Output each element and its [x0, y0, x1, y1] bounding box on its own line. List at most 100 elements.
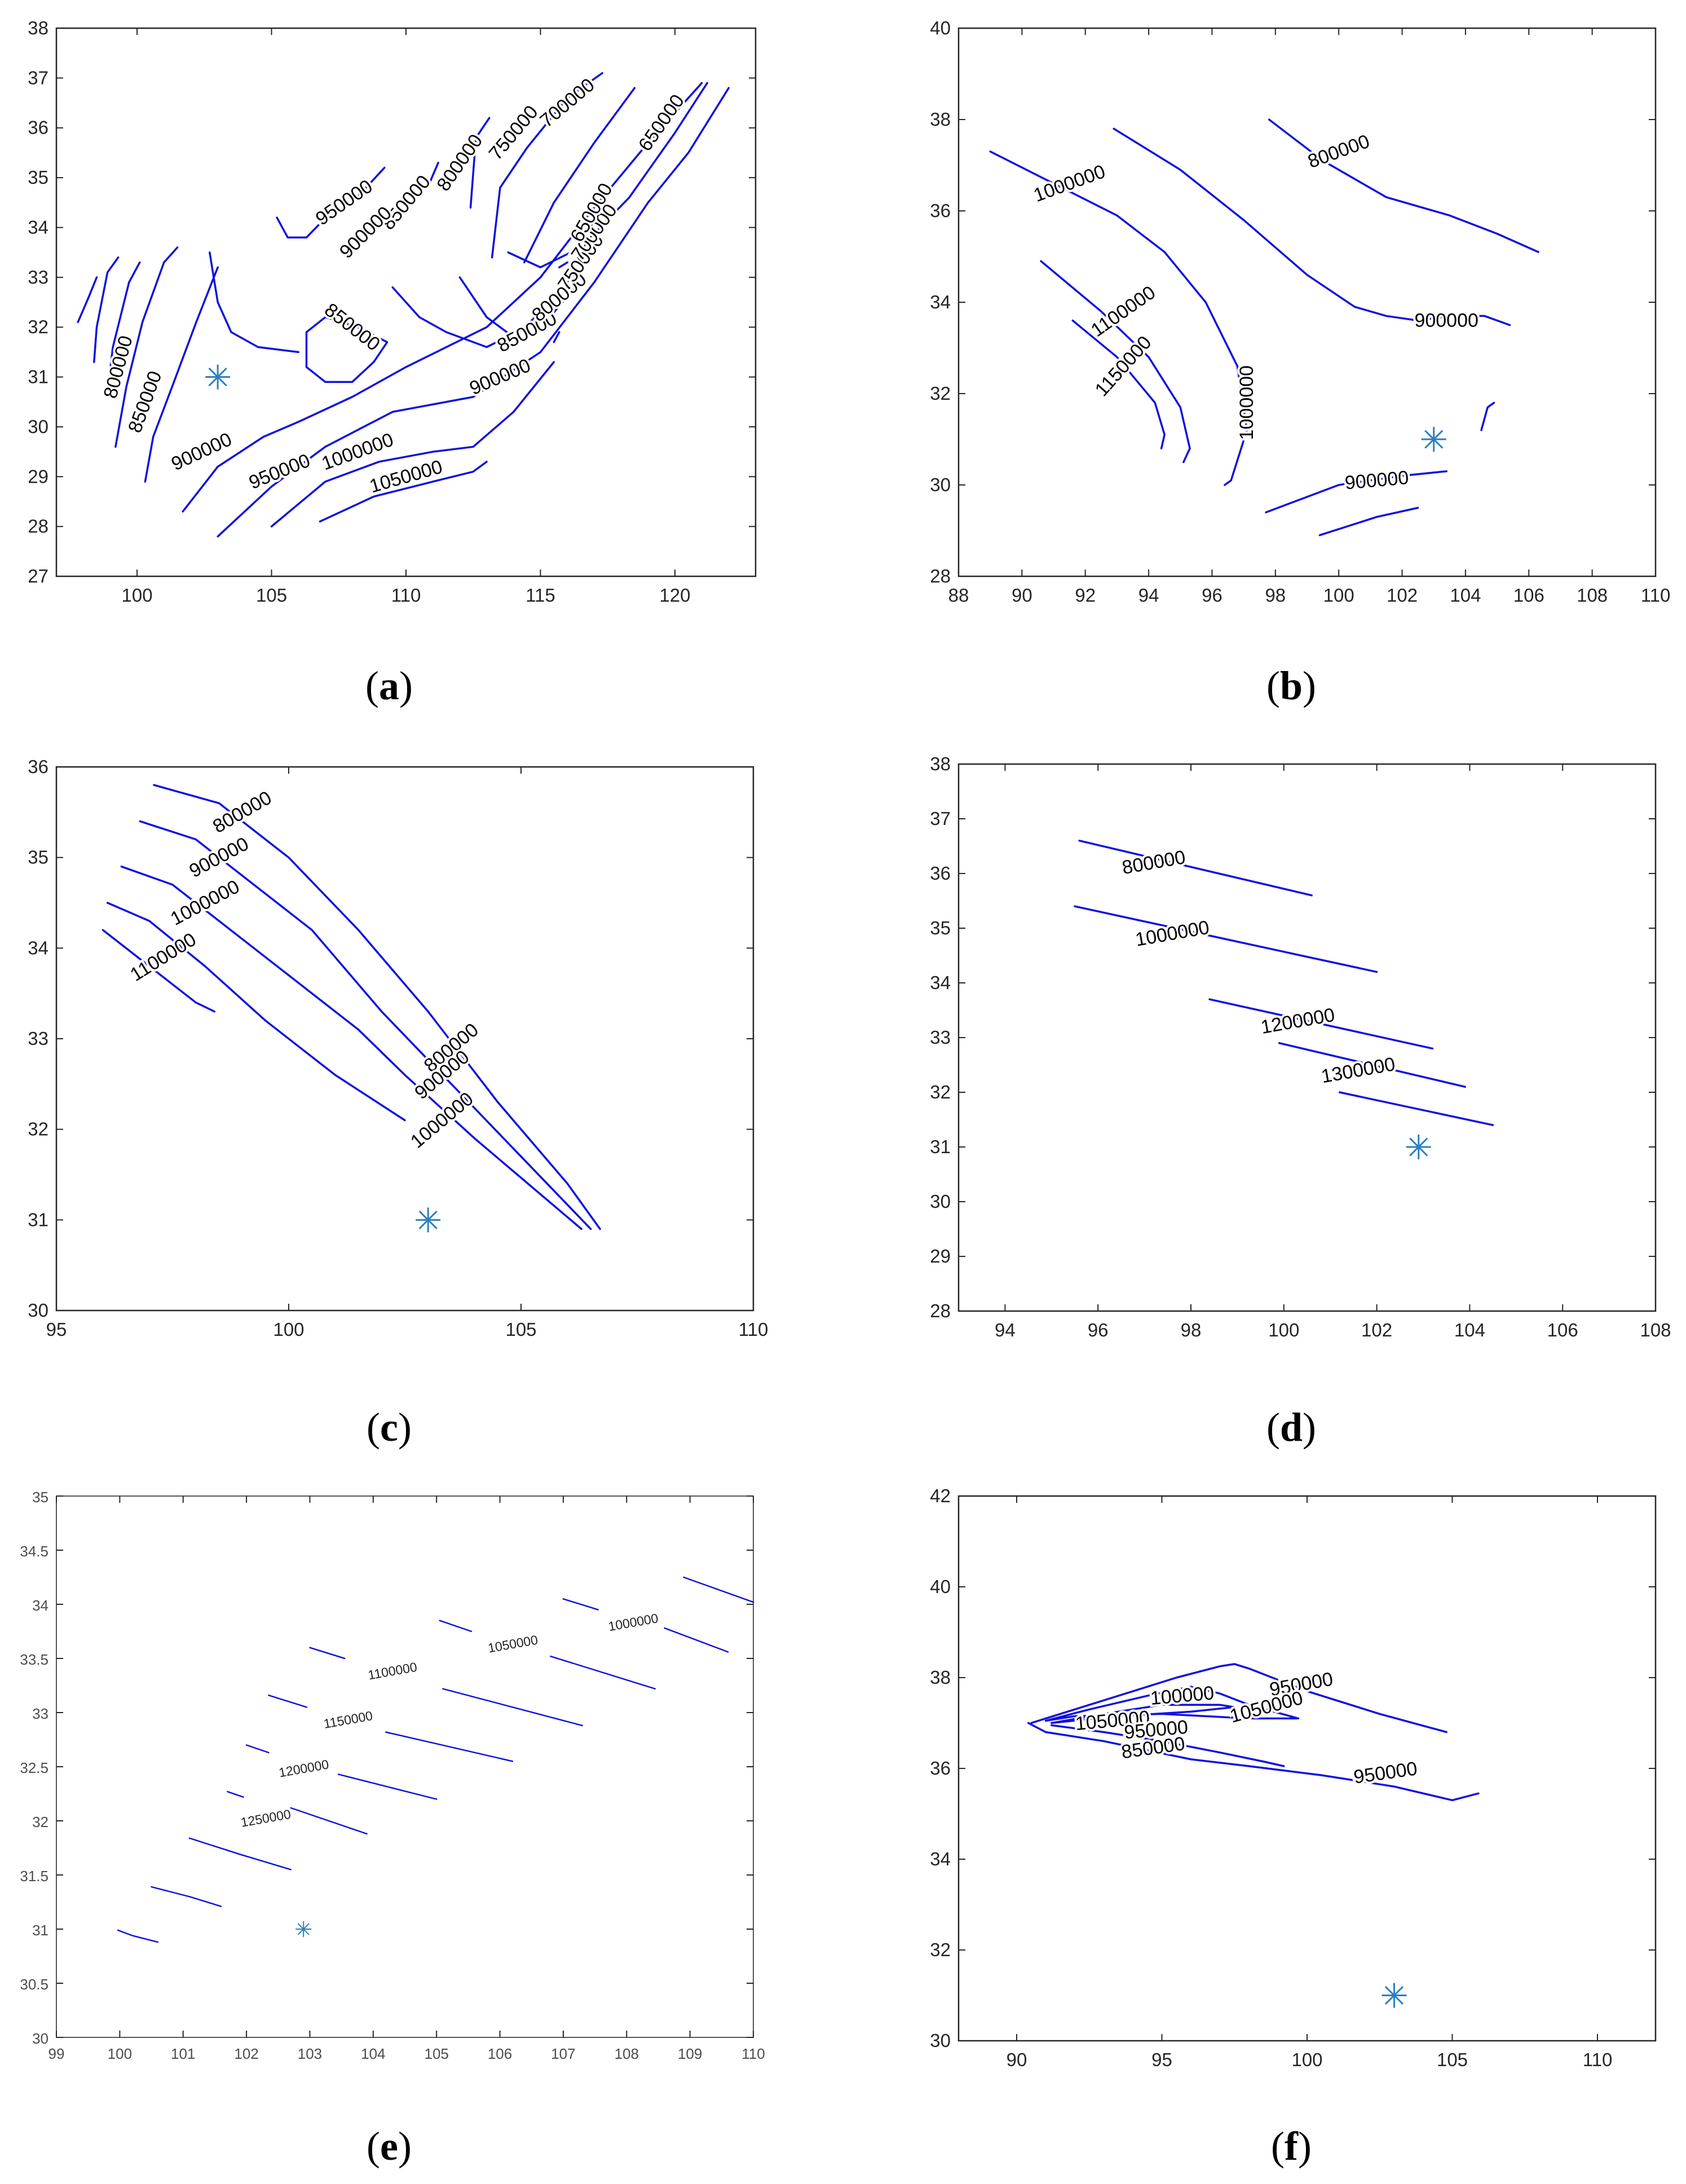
caption-paren-close: ): [399, 663, 413, 708]
contour-line: [305, 316, 389, 383]
contour-line: [268, 1695, 308, 1708]
contour-line: [1040, 260, 1191, 464]
caption-paren-close: ): [1303, 1405, 1316, 1450]
x-tick-label: 102: [234, 2045, 258, 2062]
y-tick-label: 34: [28, 937, 48, 958]
x-tick-label: 110: [1641, 585, 1671, 606]
caption-paren-open: (: [365, 663, 379, 708]
x-tick-label: 90: [1012, 585, 1032, 606]
star-marker: [416, 1207, 441, 1233]
contour-line: [101, 929, 215, 1013]
contour-line: [106, 261, 141, 393]
x-tick-label: 100: [1323, 585, 1354, 606]
contour-line: [106, 902, 406, 1122]
x-tick-label: 115: [526, 585, 555, 606]
y-tick-label: 38: [930, 109, 951, 130]
y-tick-label: 27: [28, 566, 48, 586]
contour-line: [1480, 401, 1495, 431]
chart-panel-b: 88 90 92 94 96 98 100 102 104 106 108 110 28 30 32 34 36…: [930, 17, 1670, 708]
panel-caption: (a): [365, 663, 413, 708]
x-tick-label: 88: [948, 585, 969, 606]
star-marker-stroke: [418, 1210, 438, 1229]
contour-line: [1113, 127, 1511, 327]
contour-line: [182, 82, 703, 513]
y-tick-label: 30: [28, 416, 48, 437]
star-marker: [1421, 427, 1446, 452]
contour-line: [227, 1790, 244, 1798]
caption-paren-open: (: [1271, 2124, 1285, 2169]
x-tick-label: 107: [551, 2045, 575, 2062]
contour-line: [989, 150, 1248, 486]
y-tick-label: 38: [28, 17, 48, 38]
y-tick-label: 38: [930, 1667, 951, 1688]
y-tick-label: 42: [930, 1485, 951, 1506]
contour-line: [1268, 118, 1539, 253]
caption-paren-open: (: [367, 2124, 380, 2169]
y-tick-label: 36: [930, 200, 951, 221]
y-tick-label: 32: [28, 1119, 48, 1140]
y-tick-label: 28: [930, 1300, 951, 1321]
x-tick-label: 100: [273, 1319, 304, 1340]
contour-line: [1318, 506, 1419, 536]
contour-line: [1051, 1724, 1285, 1767]
contour-line: [1030, 1663, 1447, 1733]
contour-line: [276, 211, 332, 239]
contour-line: [507, 82, 708, 268]
x-tick-label: 108: [1577, 585, 1608, 606]
y-tick-label: 30: [930, 2030, 951, 2051]
y-tick-label: 28: [28, 516, 48, 537]
contour-line: [553, 331, 560, 343]
contour-line: [442, 1688, 583, 1727]
y-tick-label: 34.5: [20, 1543, 48, 1560]
y-tick-label: 35: [32, 1489, 48, 1506]
caption-letter: f: [1285, 2124, 1299, 2169]
x-tick-label: 102: [1361, 1320, 1392, 1340]
y-tick-label: 31: [28, 1209, 48, 1230]
x-tick-label: 105: [256, 585, 287, 606]
x-tick-label: 94: [1138, 585, 1159, 606]
star-marker-stroke: [1384, 1986, 1404, 2005]
contour-line: [217, 87, 730, 538]
x-tick-label: 110: [391, 585, 421, 606]
contour-line: [1074, 905, 1378, 973]
x-tick-label: 106: [1513, 585, 1544, 606]
caption-letter: c: [380, 1405, 398, 1450]
y-tick-label: 36: [28, 117, 48, 138]
y-tick-label: 33: [28, 1028, 48, 1049]
y-tick-label: 38: [930, 753, 951, 774]
x-tick-label: 104: [1454, 1320, 1485, 1340]
contour-line: [139, 820, 592, 1230]
star-marker-stroke: [208, 367, 227, 387]
x-tick-label: 90: [1007, 2049, 1027, 2070]
x-tick-label: 108: [1640, 1320, 1671, 1340]
y-tick-label: 32: [930, 383, 951, 404]
contour-line: [491, 72, 603, 259]
y-tick-label: 34: [28, 217, 48, 237]
x-tick-label: 100: [108, 2045, 132, 2062]
y-tick-label: 40: [930, 17, 951, 38]
y-tick-label: 28: [930, 566, 951, 586]
x-tick-label: 100: [1291, 2049, 1322, 2070]
y-tick-label: 36: [28, 756, 48, 777]
x-tick-label: 110: [1583, 2049, 1613, 2070]
contour-line: [245, 1744, 270, 1754]
caption-letter: b: [1280, 663, 1303, 708]
x-tick-label: 98: [1265, 585, 1286, 606]
y-tick-label: 32.5: [20, 1759, 48, 1776]
contour-line: [77, 276, 98, 324]
x-tick-label: 101: [171, 2045, 195, 2062]
y-tick-label: 29: [930, 1246, 951, 1267]
y-tick-label: 29: [28, 466, 48, 487]
x-tick-label: 106: [488, 2045, 512, 2062]
x-tick-label: 105: [505, 1319, 536, 1340]
contour-line: [153, 784, 601, 1230]
contour-line: [553, 286, 577, 314]
contour-line: [458, 276, 542, 338]
contour-line: [469, 117, 491, 209]
x-tick-label: 100: [122, 585, 153, 606]
y-tick-label: 31: [32, 1922, 48, 1939]
x-tick-label: 108: [615, 2045, 639, 2062]
x-tick-label: 110: [739, 1319, 769, 1340]
x-tick-label: 103: [298, 2045, 322, 2062]
y-tick-label: 34: [930, 972, 951, 993]
